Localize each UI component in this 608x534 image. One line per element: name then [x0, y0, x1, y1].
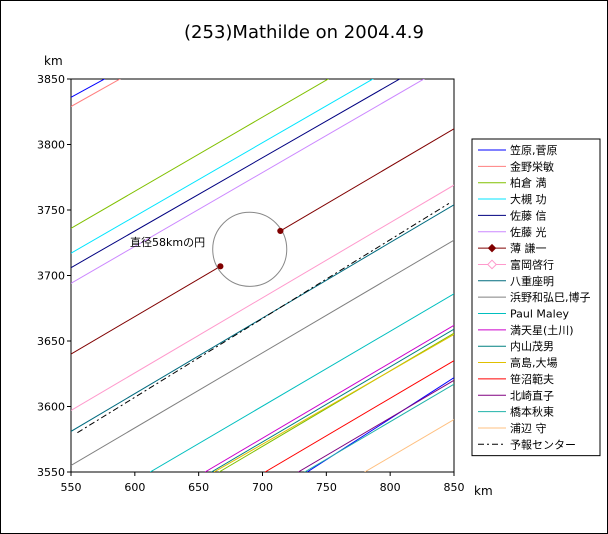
y-tick-label: 3850	[37, 73, 65, 86]
legend-label: 高島,大場	[510, 356, 558, 370]
y-axis: 3550 3600 3650 3700 3750 3800 3850	[37, 73, 71, 479]
series-line	[71, 265, 221, 355]
legend-label: 薄 謙一	[510, 241, 547, 255]
series-line	[211, 328, 454, 472]
legend-marker	[487, 259, 497, 270]
series-line	[213, 334, 454, 472]
series-lines	[71, 79, 454, 472]
series-line	[71, 204, 454, 432]
series-line	[71, 79, 106, 98]
x-tick-label: 800	[380, 481, 401, 494]
series-line	[204, 324, 454, 472]
series-line	[71, 79, 425, 284]
series-line	[77, 203, 450, 434]
chart-title: (253)Mathilde on 2004.4.9	[184, 22, 424, 43]
legend-label: 柏倉 満	[510, 176, 547, 190]
series-line	[297, 379, 454, 472]
legend-label: 金野栄敏	[510, 159, 554, 173]
circle-label: 直径58kmの円	[130, 235, 205, 249]
x-axis-unit: km	[474, 484, 493, 498]
legend-label: 八重座明	[510, 274, 554, 288]
legend-label: 満天星(土川)	[510, 324, 574, 337]
legend-label: 浜野和弘巳,博子	[510, 291, 591, 304]
series-line	[71, 184, 454, 411]
y-tick-label: 3700	[37, 270, 65, 283]
y-tick-label: 3550	[37, 466, 65, 479]
series-line	[280, 128, 454, 232]
circle-layer: 直径58kmの円	[130, 211, 288, 287]
x-tick-label: 700	[252, 481, 273, 494]
diameter-circle	[212, 211, 288, 287]
contact-point	[277, 227, 284, 235]
legend-marker	[487, 243, 497, 253]
legend-label: Paul Maley	[510, 308, 569, 321]
legend-label: 笠原,菅原	[510, 143, 558, 157]
legend-label: 浦辺 守	[510, 421, 547, 435]
x-tick-label: 750	[316, 481, 337, 494]
legend-label: 笹沼範夫	[510, 372, 554, 386]
series-line	[304, 383, 454, 472]
x-tick-label: 550	[61, 481, 82, 494]
y-tick-label: 3600	[37, 401, 65, 414]
series-line	[71, 79, 401, 269]
series-line	[71, 79, 121, 107]
y-tick-label: 3800	[37, 139, 65, 152]
series-line	[149, 293, 454, 472]
legend-label: 富岡啓行	[510, 257, 554, 271]
series-line	[71, 79, 330, 229]
x-tick-label: 650	[188, 481, 209, 494]
series-line	[218, 332, 454, 472]
contact-point	[217, 263, 224, 270]
series-line	[364, 419, 454, 472]
legend-label: 予報センター	[510, 438, 576, 451]
x-tick-label: 850	[444, 481, 465, 494]
y-tick-label: 3650	[37, 335, 65, 348]
series-line	[71, 79, 374, 254]
x-tick-label: 600	[124, 481, 145, 494]
legend-label: 橋本秋東	[510, 405, 554, 419]
legend-label: 北崎直子	[510, 388, 554, 402]
legend-label: 内山茂男	[510, 339, 554, 353]
y-axis-unit: km	[44, 54, 63, 68]
legend-label: 佐藤 信	[510, 208, 547, 222]
series-line	[71, 239, 454, 466]
plot-area	[70, 78, 455, 473]
x-axis: 550 600 650 700 750 800 850	[61, 472, 465, 494]
legend-label: 大槻 功	[510, 192, 547, 206]
legend-label: 佐藤 光	[510, 225, 547, 239]
y-tick-label: 3750	[37, 204, 65, 217]
series-line	[264, 360, 454, 472]
